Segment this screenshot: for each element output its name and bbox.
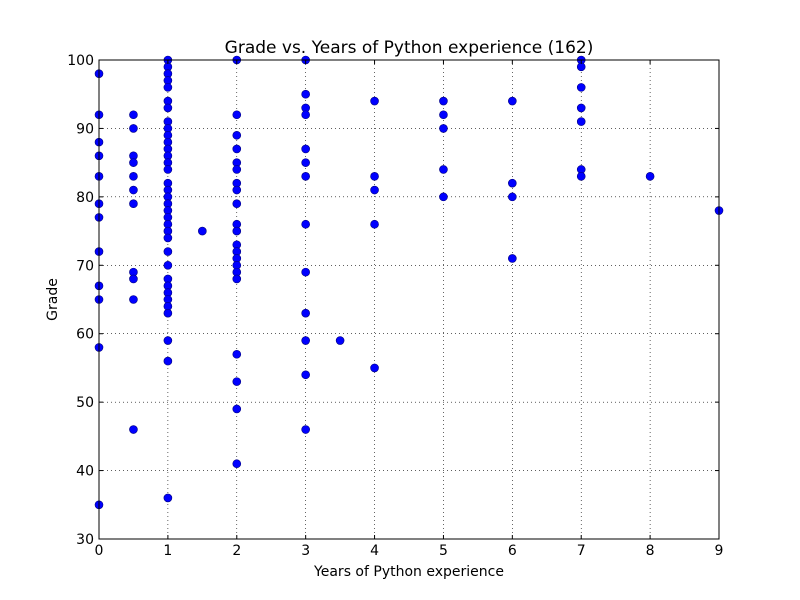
- data-point: [232, 144, 242, 154]
- data-point: [439, 192, 448, 202]
- data-point: [370, 96, 379, 106]
- data-point: [439, 96, 448, 106]
- data-point: [301, 370, 310, 380]
- data-point: [301, 89, 310, 99]
- y-tick-label: 40: [76, 464, 94, 480]
- data-point: [576, 117, 586, 126]
- data-point: [232, 349, 242, 359]
- data-point: [232, 274, 242, 284]
- plot-frame: [98, 59, 720, 540]
- data-point: [508, 178, 517, 188]
- x-tick-label: 1: [163, 543, 172, 559]
- data-point: [232, 185, 242, 195]
- y-tick-label: 100: [67, 53, 94, 69]
- data-point: [301, 144, 310, 154]
- data-point: [232, 165, 242, 174]
- data-point: [232, 110, 242, 120]
- data-point: [163, 83, 173, 92]
- chart-title: Grade vs. Years of Python experience (16…: [225, 38, 594, 58]
- data-point: [163, 308, 173, 318]
- x-tick-label: 0: [95, 543, 104, 559]
- grid-layer: [98, 59, 720, 540]
- data-point: [576, 103, 586, 113]
- data-point: [129, 110, 138, 120]
- data-point: [576, 172, 586, 181]
- data-point: [232, 377, 242, 386]
- data-point: [232, 130, 242, 140]
- data-point: [439, 165, 448, 174]
- data-point: [163, 247, 173, 256]
- data-point: [163, 103, 173, 113]
- data-point: [198, 226, 207, 236]
- data-point: [129, 274, 138, 284]
- data-point: [301, 219, 310, 229]
- data-point: [163, 336, 173, 345]
- data-point: [163, 356, 173, 366]
- data-point: [301, 172, 310, 181]
- y-axis-label: Grade: [45, 278, 61, 321]
- data-point: [576, 83, 586, 92]
- data-point: [370, 219, 379, 229]
- data-point: [576, 62, 586, 72]
- x-axis-label: Years of Python experience: [313, 564, 504, 580]
- data-point: [439, 110, 448, 120]
- data-point: [301, 425, 310, 434]
- data-point: [163, 233, 173, 243]
- data-point: [129, 425, 138, 434]
- data-point: [232, 404, 242, 414]
- x-tick-label: 2: [232, 543, 241, 559]
- x-tick-label: 3: [301, 543, 310, 559]
- data-point: [129, 124, 138, 133]
- x-tick-label: 8: [646, 543, 655, 559]
- data-point: [163, 165, 173, 174]
- y-tick-label: 90: [76, 121, 94, 137]
- data-point: [301, 158, 310, 167]
- ticks-layer: 0 1 2 3 4 5 6 7 8 9 30 40 50 60 70 80 90 100: [67, 53, 723, 559]
- data-point: [163, 493, 173, 503]
- x-tick-label: 7: [577, 543, 586, 559]
- data-point: [508, 254, 517, 263]
- data-point: [370, 172, 379, 181]
- points-layer: [94, 55, 724, 510]
- data-point: [129, 158, 138, 167]
- x-tick-label: 5: [439, 543, 448, 559]
- data-point: [508, 192, 517, 202]
- y-tick-label: 30: [76, 532, 94, 548]
- y-tick-label: 80: [76, 190, 94, 206]
- data-point: [301, 267, 310, 277]
- data-point: [129, 172, 138, 181]
- data-point: [129, 199, 138, 208]
- x-tick-label: 4: [370, 543, 379, 559]
- data-point: [232, 226, 242, 236]
- data-point: [301, 336, 310, 345]
- data-point: [370, 363, 379, 373]
- data-point: [232, 199, 242, 208]
- data-point: [370, 185, 379, 195]
- data-point: [508, 96, 517, 106]
- data-point: [232, 459, 242, 469]
- x-tick-label: 6: [508, 543, 517, 559]
- y-tick-label: 70: [76, 258, 94, 274]
- data-point: [163, 260, 173, 270]
- data-point: [301, 110, 310, 120]
- data-point: [335, 336, 345, 345]
- x-tick-label: 9: [715, 543, 724, 559]
- data-point: [129, 185, 138, 195]
- data-point: [301, 308, 310, 318]
- y-tick-label: 60: [76, 327, 94, 343]
- data-point: [439, 124, 448, 133]
- y-tick-label: 50: [76, 395, 94, 411]
- data-point: [129, 295, 138, 304]
- data-point: [645, 172, 655, 181]
